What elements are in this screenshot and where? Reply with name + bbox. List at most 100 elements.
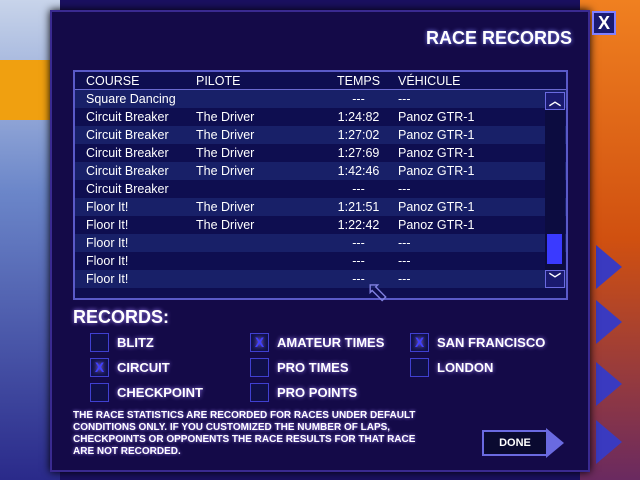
table-cell: Circuit Breaker — [86, 182, 169, 196]
table-cell: --- — [398, 272, 411, 286]
table-cell: --- — [352, 182, 365, 196]
table-row[interactable]: Circuit Breaker The Driver 1:24:82 Panoz GT… — [75, 108, 566, 126]
table-cell: --- — [352, 236, 365, 250]
table-row[interactable]: Circuit Breaker The Driver 1:27:02 Panoz GT… — [75, 126, 566, 144]
checkbox-label: BLITZ — [117, 335, 154, 350]
background-arrow-icon — [596, 362, 622, 406]
checkbox-label: PRO POINTS — [277, 385, 358, 400]
checkbox-box[interactable] — [250, 383, 269, 402]
table-cell: Panoz GTR-1 — [398, 164, 475, 178]
table-cell: Circuit Breaker — [86, 164, 169, 178]
checkbox-amateur-times[interactable]: X AMATEUR TIMES — [250, 333, 384, 352]
background-arrow-icon — [596, 245, 622, 289]
checkbox-san-francisco[interactable]: X SAN FRANCISCO — [410, 333, 545, 352]
checkbox-box[interactable] — [250, 358, 269, 377]
checkbox-label: AMATEUR TIMES — [277, 335, 385, 350]
table-row[interactable]: Circuit Breaker --- --- — [75, 180, 566, 198]
close-button[interactable]: X — [592, 11, 616, 35]
table-cell — [196, 90, 321, 108]
scroll-down-icon[interactable]: ﹀ — [545, 270, 565, 288]
table-cell: Panoz GTR-1 — [398, 218, 475, 232]
table-row[interactable]: Floor It! The Driver 1:21:51 Panoz GTR-1 — [75, 198, 566, 216]
checkbox-pro-points[interactable]: PRO POINTS — [250, 383, 357, 402]
table-cell: --- — [352, 272, 365, 286]
table-cell: Panoz GTR-1 — [398, 146, 475, 160]
checkbox-checkpoint[interactable]: CHECKPOINT — [90, 383, 203, 402]
checkbox-box[interactable]: X — [250, 333, 269, 352]
checkbox-box[interactable] — [90, 383, 109, 402]
table-cell: Circuit Breaker — [86, 146, 169, 160]
table-cell: Panoz GTR-1 — [398, 110, 475, 124]
table-body: Square Dancing --- --- Circuit Breaker The D… — [75, 90, 566, 288]
checkbox-label: PRO TIMES — [277, 360, 349, 375]
table-cell: 1:22:42 — [337, 218, 380, 232]
table-row[interactable]: Circuit Breaker The Driver 1:42:46 Panoz GT… — [75, 162, 566, 180]
checkbox-pro-times[interactable]: PRO TIMES — [250, 358, 349, 377]
table-header: COURSE PILOTE TEMPS VÉHICULE — [75, 72, 566, 90]
table-cell: The Driver — [196, 146, 255, 160]
arrow-right-icon — [546, 428, 564, 458]
records-note: THE RACE STATISTICS ARE RECORDED FOR RAC… — [73, 410, 416, 457]
table-row[interactable]: Floor It! --- --- — [75, 270, 566, 288]
header-temps[interactable]: TEMPS — [336, 74, 381, 88]
records-table: COURSE PILOTE TEMPS VÉHICULE Square Danc… — [73, 70, 568, 300]
scrollbar-thumb[interactable] — [547, 234, 562, 264]
checkbox-label: CHECKPOINT — [117, 385, 203, 400]
table-cell: 1:27:69 — [337, 146, 380, 160]
table-cell — [196, 252, 321, 270]
header-vehicule[interactable]: VÉHICULE — [398, 74, 461, 88]
table-cell: The Driver — [196, 218, 255, 232]
table-cell: The Driver — [196, 128, 255, 142]
checkbox-box[interactable]: X — [90, 358, 109, 377]
table-cell: Floor It! — [86, 254, 129, 268]
table-cell: 1:27:02 — [337, 128, 380, 142]
checkbox-london[interactable]: LONDON — [410, 358, 493, 377]
checkbox-label: LONDON — [437, 360, 494, 375]
table-cell: Circuit Breaker — [86, 110, 169, 124]
table-cell: 1:24:82 — [337, 110, 380, 124]
table-cell: Square Dancing — [86, 92, 176, 106]
checkbox-circuit[interactable]: X CIRCUIT — [90, 358, 170, 377]
checkbox-box[interactable] — [90, 333, 109, 352]
table-cell: Panoz GTR-1 — [398, 128, 475, 142]
table-cell — [196, 270, 321, 288]
table-cell: The Driver — [196, 110, 255, 124]
table-cell: Panoz GTR-1 — [398, 200, 475, 214]
background-arrow-icon — [596, 300, 622, 344]
table-cell — [196, 234, 321, 252]
table-cell: --- — [398, 254, 411, 268]
table-row[interactable]: Floor It! --- --- — [75, 252, 566, 270]
table-row[interactable]: Circuit Breaker The Driver 1:27:69 Panoz GT… — [75, 144, 566, 162]
table-cell: --- — [352, 92, 365, 106]
background-arrow-icon — [596, 420, 622, 464]
table-cell: --- — [398, 182, 411, 196]
header-course[interactable]: COURSE — [86, 74, 140, 88]
table-row[interactable]: Floor It! The Driver 1:22:42 Panoz GTR-1 — [75, 216, 566, 234]
scrollbar[interactable]: ︿ ﹀ — [545, 92, 565, 288]
table-cell: Floor It! — [86, 236, 129, 250]
checkbox-box[interactable]: X — [410, 333, 429, 352]
checkbox-box[interactable] — [410, 358, 429, 377]
checkbox-label: CIRCUIT — [117, 360, 170, 375]
table-row[interactable]: Floor It! --- --- — [75, 234, 566, 252]
done-label: DONE — [482, 430, 548, 456]
done-button[interactable]: DONE — [482, 428, 566, 458]
table-cell: Circuit Breaker — [86, 128, 169, 142]
table-cell: Floor It! — [86, 272, 129, 286]
table-cell: --- — [398, 236, 411, 250]
table-cell: 1:42:46 — [337, 164, 380, 178]
table-cell: 1:21:51 — [337, 200, 380, 214]
scroll-up-icon[interactable]: ︿ — [545, 92, 565, 110]
table-cell: Floor It! — [86, 200, 129, 214]
checkbox-label: SAN FRANCISCO — [437, 335, 546, 350]
table-cell: The Driver — [196, 200, 255, 214]
header-pilote[interactable]: PILOTE — [196, 74, 241, 88]
table-cell — [196, 180, 321, 198]
table-cell: --- — [352, 254, 365, 268]
table-cell: The Driver — [196, 164, 255, 178]
table-cell: --- — [398, 92, 411, 106]
table-row[interactable]: Square Dancing --- --- — [75, 90, 566, 108]
dialog-title: RACE RECORDS — [425, 28, 572, 48]
table-cell: Floor It! — [86, 218, 129, 232]
checkbox-blitz[interactable]: BLITZ — [90, 333, 154, 352]
